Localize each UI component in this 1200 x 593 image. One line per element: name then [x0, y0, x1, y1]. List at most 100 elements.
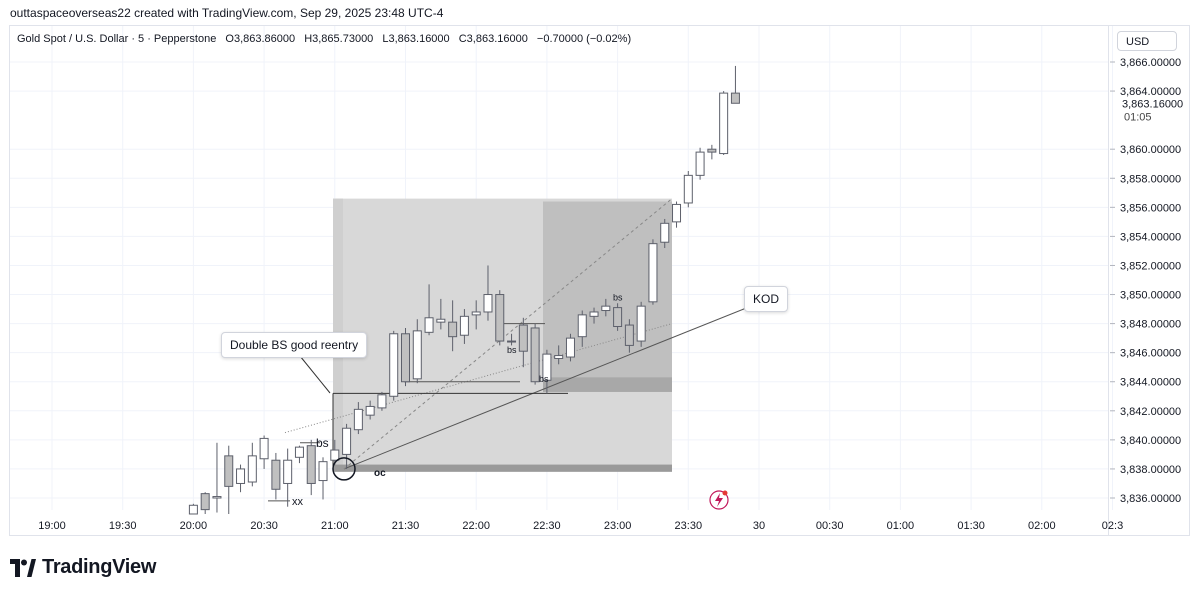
candle-body[interactable]: [389, 333, 399, 397]
candle-body[interactable]: [542, 353, 552, 381]
callout-reentry[interactable]: Double BS good reentry: [221, 332, 368, 358]
candle-body[interactable]: [565, 337, 575, 358]
chart-pane[interactable]: [9, 25, 1109, 536]
xx-label: xx: [292, 496, 304, 508]
candle-body[interactable]: [636, 305, 646, 342]
candle-body[interactable]: [730, 92, 740, 104]
symbol-legend: Gold Spot / U.S. Dollar · 5 · Pepperston…: [17, 33, 637, 45]
currency-button[interactable]: USD: [1117, 31, 1177, 51]
x-axis-tick-label: 23:00: [604, 520, 632, 532]
chart-credit: outtaspaceoverseas22 created with Tradin…: [10, 6, 444, 20]
candle-body[interactable]: [660, 222, 670, 243]
y-axis-tick-label: 3,842.00000: [1120, 406, 1181, 418]
legend-open: O3,863.86000: [225, 33, 296, 45]
tradingview-wordmark: TradingView: [42, 556, 157, 578]
y-axis-tick-label: 3,838.00000: [1120, 464, 1181, 476]
legend-low: L3,863.16000: [382, 33, 450, 45]
candle-body[interactable]: [412, 330, 422, 380]
candle-body[interactable]: [353, 408, 363, 431]
candle-body[interactable]: [401, 333, 410, 383]
candle-body[interactable]: [342, 427, 352, 455]
candle-body[interactable]: [212, 496, 222, 499]
candle-body[interactable]: [436, 318, 446, 323]
oc-label: oc: [374, 468, 386, 479]
candle-body[interactable]: [306, 445, 316, 484]
candle-body[interactable]: [459, 315, 469, 336]
candle-body[interactable]: [483, 294, 493, 313]
candle-body[interactable]: [695, 151, 705, 176]
oc-zone: [333, 464, 672, 472]
y-axis-tick-label: 3,866.00000: [1120, 57, 1181, 69]
x-axis-tick-label: 22:00: [462, 520, 490, 532]
x-axis-tick-label: 21:30: [392, 520, 420, 532]
bs-label: bs: [507, 345, 517, 355]
candle-body[interactable]: [495, 294, 505, 342]
y-axis-tick-label: 3,858.00000: [1120, 173, 1181, 185]
candle-body[interactable]: [236, 468, 246, 484]
candle-body[interactable]: [507, 340, 517, 343]
demand-zone: [543, 377, 672, 392]
candle-body[interactable]: [577, 314, 587, 338]
candle-body[interactable]: [377, 394, 387, 409]
x-axis-tick-label: 00:30: [816, 520, 844, 532]
candle-body[interactable]: [530, 327, 540, 383]
candle-body[interactable]: [424, 317, 434, 333]
candle-body[interactable]: [683, 174, 693, 204]
candle-body[interactable]: [613, 307, 623, 328]
candle-body[interactable]: [554, 355, 564, 359]
candle-body[interactable]: [247, 455, 257, 483]
candle-body[interactable]: [318, 461, 328, 482]
dashed-diagonal: [343, 198, 673, 470]
candle-body[interactable]: [589, 311, 599, 317]
candle-body[interactable]: [271, 459, 281, 490]
current-price-label: 3,863.16000: [1122, 98, 1183, 110]
candle-body[interactable]: [448, 321, 458, 338]
kod-trendline: [343, 294, 781, 470]
notification-dot: [722, 490, 728, 496]
callout-kod[interactable]: KOD: [744, 286, 789, 312]
candle-body[interactable]: [330, 449, 340, 461]
candle-body[interactable]: [294, 446, 304, 458]
candle-body[interactable]: [518, 324, 528, 352]
price-axis-pane[interactable]: [1109, 25, 1190, 536]
y-axis-tick-label: 3,846.00000: [1120, 348, 1181, 360]
candle-body[interactable]: [624, 324, 634, 346]
legend-close: C3,863.16000: [458, 33, 528, 45]
y-axis-tick-label: 3,848.00000: [1120, 319, 1181, 331]
candle-body[interactable]: [601, 305, 611, 312]
candle-body[interactable]: [188, 504, 198, 515]
candle-body[interactable]: [224, 455, 234, 487]
x-axis-tick-label: 19:00: [38, 520, 66, 532]
y-axis-tick-label: 3,860.00000: [1120, 144, 1181, 156]
x-axis-tick-label: 21:00: [321, 520, 349, 532]
x-axis-tick-label: 20:30: [250, 520, 278, 532]
y-axis-tick-label: 3,852.00000: [1120, 260, 1181, 272]
candle-body[interactable]: [365, 405, 375, 416]
candle-body[interactable]: [672, 203, 682, 223]
y-axis-tick-label: 3,854.00000: [1120, 231, 1181, 243]
tradingview-logo-icon: [10, 558, 36, 577]
y-axis-tick-label: 3,856.00000: [1120, 202, 1181, 214]
candle-body[interactable]: [283, 459, 293, 484]
candle-body[interactable]: [471, 311, 481, 316]
x-axis-tick-label: 19:30: [109, 520, 137, 532]
bs-label: bs: [539, 374, 549, 384]
oc-circle-marker[interactable]: [332, 457, 356, 481]
y-axis-tick-label: 3,836.00000: [1120, 493, 1181, 505]
x-axis-tick-label: 30: [753, 520, 765, 532]
candle-body[interactable]: [648, 243, 658, 303]
candle-countdown: 01:05: [1124, 111, 1152, 123]
x-axis-tick-label: 01:00: [887, 520, 915, 532]
x-axis-tick-label: 23:30: [675, 520, 703, 532]
candle-body[interactable]: [707, 148, 717, 153]
tradingview-logo: TradingView: [10, 556, 156, 579]
candle-body[interactable]: [719, 92, 729, 155]
x-axis-tick-label: 01:30: [957, 520, 985, 532]
x-axis-tick-label: 20:00: [180, 520, 208, 532]
legend-change: −0.70000 (−0.02%): [536, 33, 632, 45]
callout-pointer: [299, 355, 331, 394]
candle-body[interactable]: [259, 437, 269, 460]
bs-label: bs: [613, 292, 623, 302]
candle-body[interactable]: [200, 493, 210, 511]
